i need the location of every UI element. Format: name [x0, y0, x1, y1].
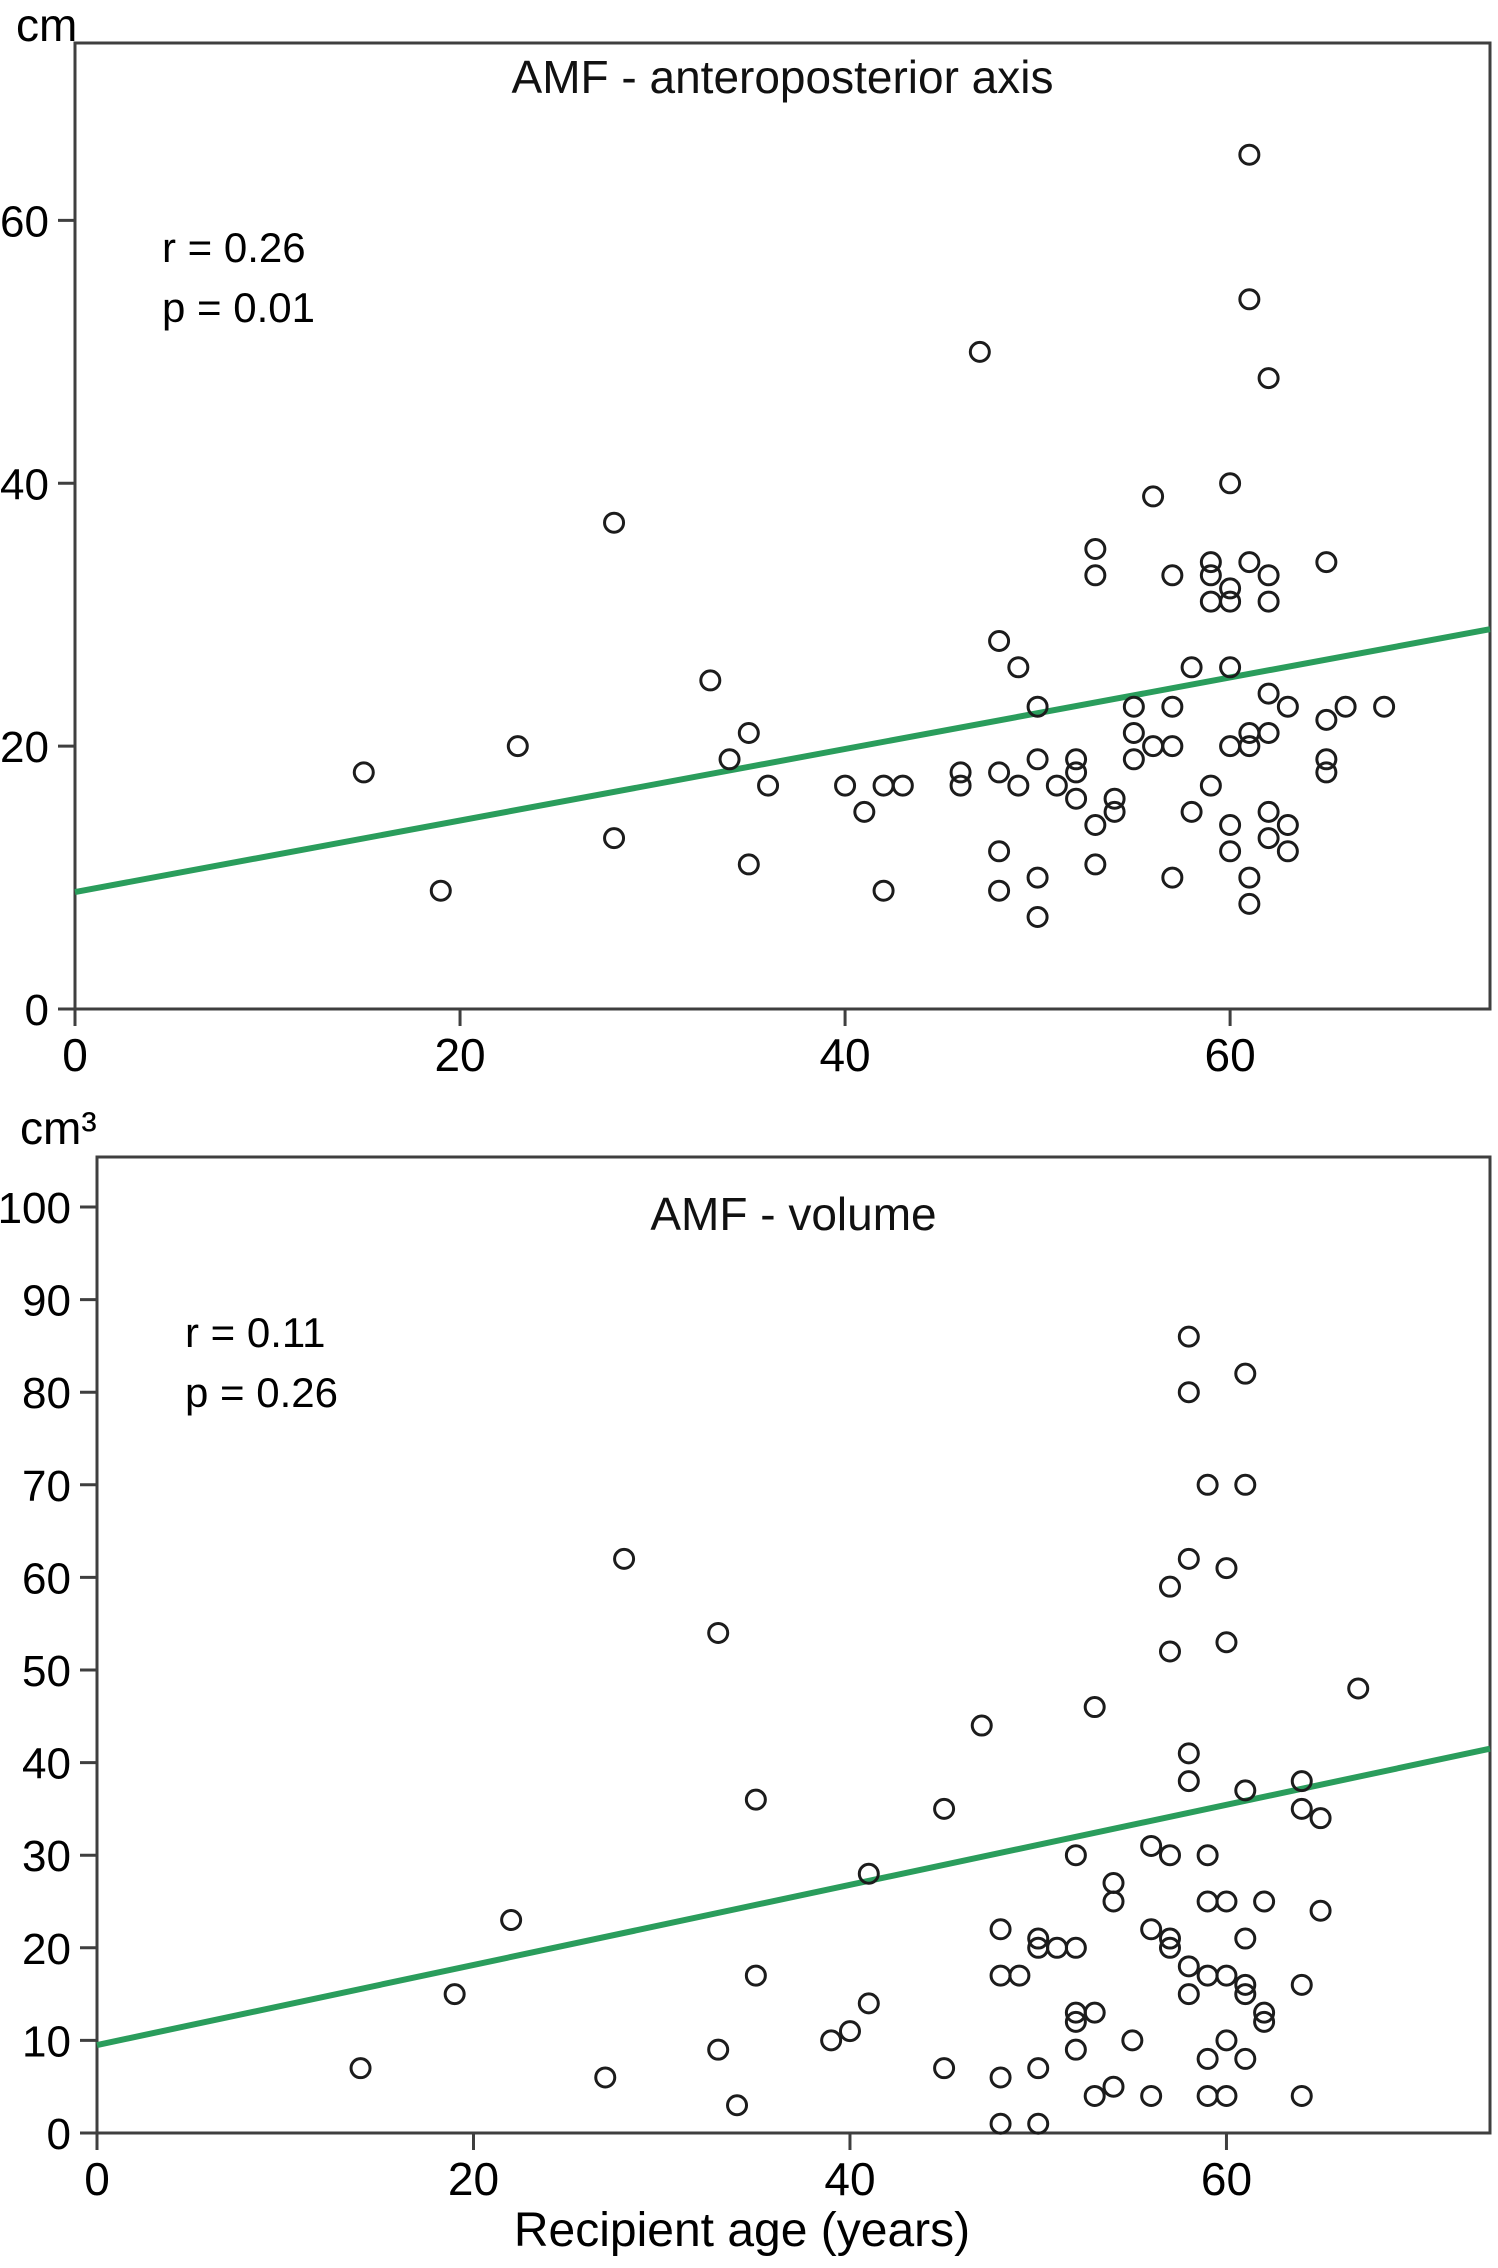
chart-title-anteroposterior: AMF - anteroposterior axis: [511, 51, 1054, 103]
r-value-top: r = 0.26: [162, 224, 306, 271]
panel-volume: 0 20 40 60 0 10 20 30 40 50 60 70 80 90 100 cm³ AMF - …: [0, 1095, 1498, 2268]
svg-text:60: 60: [1205, 1029, 1256, 1081]
svg-text:40: 40: [824, 2153, 875, 2205]
stats-block-top: r = 0.26 p = 0.01: [162, 218, 315, 338]
p-value-top: p = 0.01: [162, 284, 315, 332]
svg-text:40: 40: [0, 460, 49, 509]
svg-text:60: 60: [22, 1554, 71, 1603]
chart-title-volume: AMF - volume: [650, 1188, 937, 1240]
p-value-bottom: p = 0.26: [185, 1369, 338, 1417]
svg-text:50: 50: [22, 1647, 71, 1696]
svg-text:80: 80: [22, 1369, 71, 1418]
svg-text:100: 100: [0, 1184, 71, 1233]
x-axis-label: Recipient age (years): [513, 2204, 971, 2257]
svg-text:20: 20: [22, 1925, 71, 1974]
svg-text:20: 20: [448, 2153, 499, 2205]
svg-text:20: 20: [0, 723, 49, 772]
svg-text:0: 0: [47, 2110, 71, 2159]
svg-text:10: 10: [22, 2017, 71, 2066]
svg-text:60: 60: [1201, 2153, 1252, 2205]
scatter-plot-volume: 0 20 40 60 0 10 20 30 40 50 60 70 80 90 100: [0, 1155, 1492, 2205]
y-unit-label-cm: cm: [16, 0, 78, 51]
svg-text:40: 40: [22, 1740, 71, 1789]
svg-text:0: 0: [62, 1029, 88, 1081]
panel-anteroposterior-axis: 0 20 40 60 0 20 40 60 cm AMF - anteroposterior …: [0, 0, 1498, 1095]
svg-text:20: 20: [434, 1029, 485, 1081]
stats-block-bottom: r = 0.11 p = 0.26: [185, 1303, 338, 1423]
svg-text:70: 70: [22, 1462, 71, 1511]
y-unit-label-cm3: cm³: [20, 1102, 97, 1154]
svg-text:30: 30: [22, 1832, 71, 1881]
svg-text:0: 0: [25, 986, 49, 1035]
svg-text:90: 90: [22, 1277, 71, 1326]
r-value-bottom: r = 0.11: [185, 1309, 326, 1356]
svg-text:0: 0: [84, 2153, 110, 2205]
svg-text:60: 60: [0, 197, 49, 246]
svg-text:40: 40: [819, 1029, 870, 1081]
scatter-plot-anteroposterior: 0 20 40 60 0 20 40 60: [0, 41, 1492, 1081]
